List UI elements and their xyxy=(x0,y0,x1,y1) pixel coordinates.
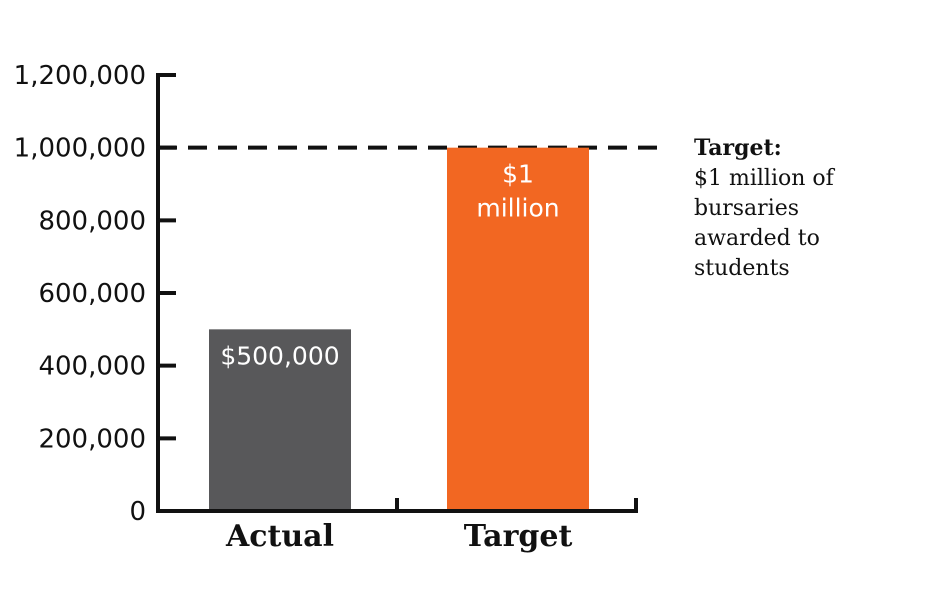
x-category-label: Target xyxy=(464,519,573,554)
bars-layer xyxy=(209,147,589,511)
y-tick-label: 400,000 xyxy=(38,352,146,382)
bar-value-label: $1 xyxy=(502,160,534,189)
axes-layer xyxy=(156,73,638,513)
y-tick-label: 800,000 xyxy=(38,206,146,236)
annotation-line-3: awarded to xyxy=(694,226,820,251)
bar-target xyxy=(447,147,589,511)
y-tick-label: 0 xyxy=(129,497,146,527)
y-tick-label: 200,000 xyxy=(38,424,146,454)
y-tick-label: 600,000 xyxy=(38,279,146,309)
target-annotation: Target: $1 million of bursaries awarded … xyxy=(694,135,836,281)
y-tick-label: 1,200,000 xyxy=(14,61,146,91)
bar-value-label: million xyxy=(476,194,559,223)
bar-value-label: $500,000 xyxy=(220,341,339,370)
annotation-line-2: bursaries xyxy=(694,196,799,221)
annotation-title: Target: xyxy=(694,135,782,161)
y-tick-label: 1,000,000 xyxy=(14,134,146,164)
labels-layer: 0 200,000 400,000 600,000 800,000 1,000,000 1,… xyxy=(14,61,573,554)
annotation-line-1: $1 million of xyxy=(694,166,836,191)
bar-actual xyxy=(209,329,351,511)
x-category-label: Actual xyxy=(225,519,334,554)
annotation-line-4: students xyxy=(694,256,790,281)
